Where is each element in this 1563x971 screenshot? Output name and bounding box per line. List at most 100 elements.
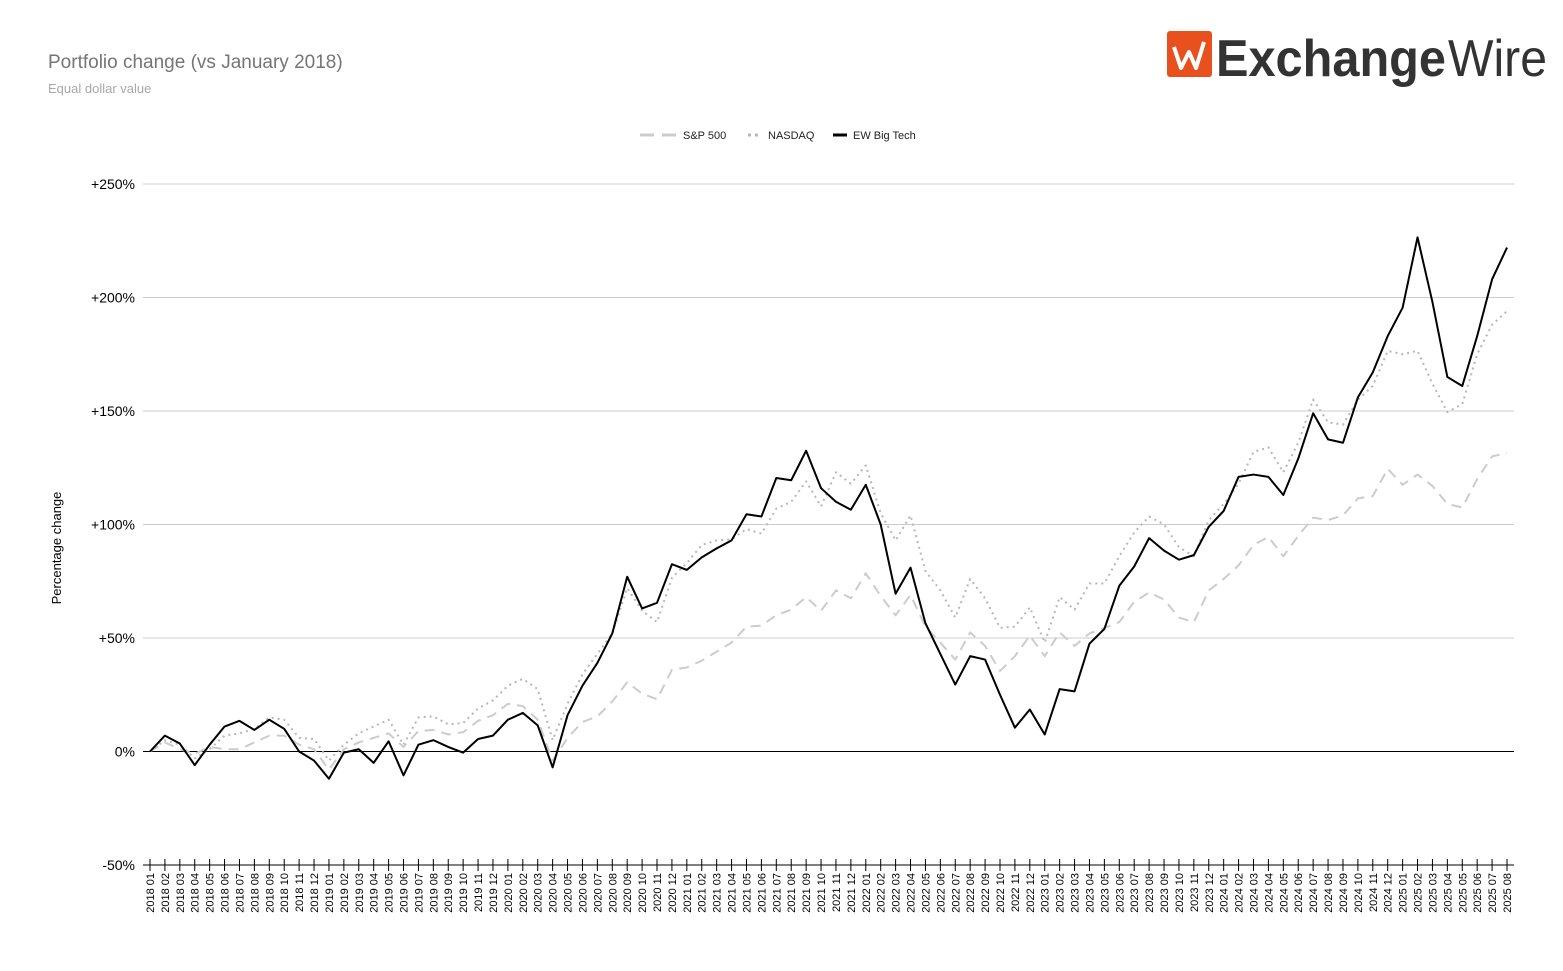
x-tick-label: 2018 10	[279, 873, 291, 913]
x-tick-label: 2018 02	[160, 873, 172, 913]
x-tick-label: 2019 02	[339, 873, 351, 913]
x-tick-label: 2018 06	[220, 873, 232, 913]
legend-item: NASDAQ	[748, 130, 815, 142]
x-tick-label: 2025 06	[1472, 873, 1484, 913]
x-tick-label: 2020 08	[607, 873, 619, 913]
legend-item: EW Big Tech	[833, 130, 916, 142]
x-tick-label: 2021 10	[816, 873, 828, 913]
x-tick-label: 2021 05	[741, 873, 753, 913]
x-tick-label: 2019 08	[428, 873, 440, 913]
x-tick-label: 2021 06	[756, 873, 768, 913]
x-tick-label: 2023 12	[1204, 873, 1216, 913]
x-tick-label: 2019 06	[399, 873, 411, 913]
x-tick-label: 2020 05	[563, 873, 575, 913]
y-tick-label: +50%	[99, 630, 135, 646]
x-tick-label: 2023 03	[1070, 873, 1082, 913]
x-tick-label: 2024 06	[1293, 873, 1305, 913]
x-tick-label: 2018 09	[264, 873, 276, 913]
x-tick-label: 2023 04	[1084, 873, 1096, 913]
x-tick-label: 2022 08	[965, 873, 977, 913]
x-tick-label: 2020 11	[652, 873, 664, 912]
x-tick-label: 2023 07	[1129, 873, 1141, 913]
x-tick-label: 2024 08	[1323, 873, 1335, 913]
x-tick-label: 2021 02	[697, 873, 709, 913]
x-tick-label: 2024 10	[1353, 873, 1365, 913]
series-line	[149, 236, 1508, 780]
series-line	[149, 452, 1508, 771]
logo-text: Exchange	[1216, 30, 1446, 88]
y-tick-label: -50%	[102, 857, 135, 873]
y-axis-title: Percentage change	[49, 492, 64, 605]
x-tick-label: 2019 12	[488, 873, 500, 913]
x-tick-label: 2022 05	[920, 873, 932, 913]
x-tick-label: 2023 06	[1114, 873, 1126, 913]
x-tick-label: 2022 07	[950, 873, 962, 913]
x-tick-label: 2020 02	[518, 873, 530, 913]
x-tick-label: 2025 02	[1413, 873, 1425, 913]
x-tick-label: 2022 10	[995, 873, 1007, 913]
logo-text: Wire	[1448, 30, 1547, 88]
x-tick-label: 2018 03	[175, 873, 187, 913]
x-tick-label: 2024 09	[1338, 873, 1350, 913]
x-tick-label: 2019 10	[458, 873, 470, 913]
y-tick-label: 0%	[115, 744, 135, 760]
x-tick-label: 2021 12	[846, 873, 858, 913]
x-tick-label: 2022 09	[980, 873, 992, 913]
x-tick-label: 2025 03	[1427, 873, 1439, 913]
x-tick-label: 2019 05	[384, 873, 396, 913]
chart-title: Portfolio change (vs January 2018)	[48, 52, 343, 73]
x-tick-label: 2021 11	[831, 873, 843, 912]
x-tick-label: 2019 03	[354, 873, 366, 913]
x-tick-label: 2020 03	[533, 873, 545, 913]
x-tick-label: 2020 10	[637, 873, 649, 913]
x-tick-label: 2022 04	[906, 873, 918, 913]
x-tick-label: 2025 04	[1442, 873, 1454, 913]
chart-subtitle: Equal dollar value	[48, 81, 151, 96]
x-tick-label: 2019 11	[473, 873, 485, 912]
x-tick-label: 2021 04	[727, 873, 739, 913]
y-tick-label: +150%	[91, 403, 135, 419]
x-tick-label: 2018 11	[294, 873, 306, 912]
y-tick-label: +200%	[91, 290, 135, 306]
x-tick-label: 2025 07	[1487, 873, 1499, 913]
x-tick-label: 2022 02	[876, 873, 888, 913]
x-tick-label: 2024 05	[1278, 873, 1290, 913]
x-tick-label: 2019 09	[443, 873, 455, 913]
x-tick-label: 2024 01	[1219, 873, 1231, 913]
x-tick-label: 2018 04	[190, 873, 202, 913]
x-tick-label: 2023 11	[1189, 873, 1201, 912]
x-tick-label: 2022 01	[861, 873, 873, 913]
logo-mark	[1172, 41, 1206, 70]
x-tick-label: 2020 01	[503, 873, 515, 913]
x-tick-label: 2021 03	[712, 873, 724, 913]
x-tick-label: 2018 08	[249, 873, 261, 913]
x-tick-label: 2023 10	[1174, 873, 1186, 913]
legend-label: S&P 500	[683, 130, 726, 142]
legend-label: EW Big Tech	[853, 130, 916, 142]
x-tick-label: 2024 03	[1248, 873, 1260, 913]
x-tick-label: 2024 04	[1263, 873, 1275, 913]
x-tick-label: 2024 07	[1308, 873, 1320, 913]
x-tick-label: 2022 03	[891, 873, 903, 913]
logo: Exchange Wire	[1167, 30, 1547, 88]
x-tick-label: 2020 09	[622, 873, 634, 913]
x-tick-label: 2021 08	[786, 873, 798, 913]
x-tick-label: 2020 06	[577, 873, 589, 913]
series-line	[149, 310, 1508, 762]
x-tick-label: 2024 11	[1368, 873, 1380, 912]
legend-item: S&P 500	[640, 130, 726, 142]
x-tick-label: 2022 11	[1010, 873, 1022, 912]
x-tick-label: 2018 07	[234, 873, 246, 913]
x-tick-label: 2020 07	[592, 873, 604, 913]
x-tick-label: 2020 04	[548, 873, 560, 913]
x-tick-label: 2022 06	[935, 873, 947, 913]
x-tick-label: 2021 09	[801, 873, 813, 913]
x-tick-label: 2022 12	[1025, 873, 1037, 913]
x-tick-label: 2023 05	[1099, 873, 1111, 913]
y-tick-label: +100%	[91, 517, 135, 533]
x-tick-label: 2018 12	[309, 873, 321, 913]
x-tick-label: 2019 07	[413, 873, 425, 913]
x-tick-label: 2024 02	[1234, 873, 1246, 913]
x-tick-label: 2023 01	[1040, 873, 1052, 913]
